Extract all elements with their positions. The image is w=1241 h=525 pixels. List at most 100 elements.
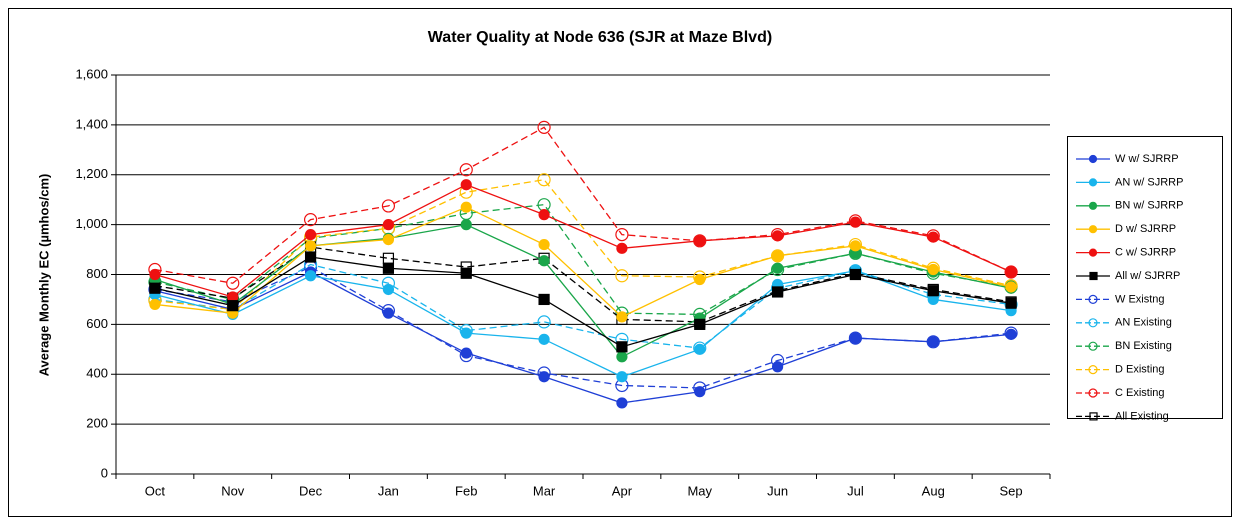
data-point <box>927 336 939 348</box>
legend-label: All w/ SJRRP <box>1115 270 1180 282</box>
data-point <box>304 270 317 282</box>
data-point <box>460 327 472 339</box>
data-point <box>927 231 939 243</box>
legend-label: All Existing <box>1115 410 1169 422</box>
legend-label: W w/ SJRRP <box>1115 153 1179 165</box>
data-point <box>1005 297 1017 309</box>
y-tick-label: 0 <box>101 465 108 480</box>
data-point <box>616 341 628 353</box>
legend-label: C w/ SJRRP <box>1115 247 1176 259</box>
data-point <box>304 251 317 263</box>
y-tick-label: 1,600 <box>75 66 108 81</box>
legend-marker <box>1088 341 1098 351</box>
x-tick-label: Mar <box>533 483 556 498</box>
data-point <box>382 283 395 296</box>
data-point <box>538 333 550 345</box>
x-tick-label: Aug <box>922 483 945 498</box>
data-point <box>694 273 706 286</box>
data-point <box>537 120 551 134</box>
chart-frame <box>8 8 1232 517</box>
data-point <box>460 201 472 213</box>
legend-marker <box>1089 271 1098 281</box>
x-tick-label: Oct <box>145 483 166 498</box>
series-line <box>154 256 1012 348</box>
x-tick-label: May <box>687 483 712 498</box>
chart-title: Water Quality at Node 636 (SJR at Maze B… <box>428 29 772 46</box>
data-point <box>538 293 550 306</box>
y-tick-label: 600 <box>86 316 108 331</box>
y-tick-label: 1,400 <box>75 116 108 131</box>
y-tick-label: 400 <box>86 366 108 381</box>
series-line <box>154 271 1012 404</box>
data-point <box>460 267 472 279</box>
y-tick-label: 1,200 <box>75 166 108 181</box>
y-axis-label: Average Monthly EC (µmhos/cm) <box>36 174 51 377</box>
x-tick-label: Jul <box>847 483 864 498</box>
data-point <box>694 386 706 398</box>
legend-label: BN Existing <box>1115 340 1172 352</box>
series-line <box>154 126 1012 284</box>
legend-marker <box>1088 388 1098 398</box>
data-point <box>616 311 628 323</box>
data-point <box>303 213 318 227</box>
data-point <box>538 371 550 383</box>
x-tick-label: Apr <box>612 483 633 498</box>
data-point <box>460 347 472 359</box>
data-point <box>382 233 395 246</box>
data-point <box>537 315 551 329</box>
legend-label: AN Existing <box>1115 317 1172 329</box>
data-point <box>304 229 317 241</box>
legend-marker <box>1088 318 1098 328</box>
data-point <box>849 216 862 228</box>
legend-label: BN w/ SJRRP <box>1115 200 1183 212</box>
y-tick-label: 200 <box>86 416 108 431</box>
data-point <box>1005 281 1017 293</box>
data-point <box>616 242 628 254</box>
data-point <box>537 173 551 187</box>
data-point <box>227 300 239 312</box>
data-point <box>1005 328 1017 340</box>
data-point <box>382 219 395 231</box>
data-point <box>460 179 472 191</box>
data-point <box>616 351 628 363</box>
x-tick-label: Jun <box>767 483 788 498</box>
data-point <box>382 262 395 274</box>
data-point <box>382 307 395 319</box>
data-point <box>770 249 785 263</box>
data-point <box>615 228 629 242</box>
x-tick-label: Jan <box>378 483 399 498</box>
legend-label: AN w/ SJRRP <box>1115 176 1183 188</box>
y-tick-label: 1,000 <box>75 216 108 231</box>
x-tick-label: Dec <box>299 483 323 498</box>
legend-marker <box>1089 412 1098 421</box>
data-point <box>694 343 706 355</box>
data-point <box>849 332 862 344</box>
legend-label: D Existing <box>1115 364 1165 376</box>
data-point <box>694 318 706 330</box>
data-point <box>771 361 784 373</box>
data-point <box>149 268 161 281</box>
data-point <box>771 262 784 274</box>
x-tick-label: Sep <box>1000 483 1023 498</box>
data-point <box>849 268 862 281</box>
legend-marker <box>1088 294 1098 304</box>
legend-marker <box>1088 225 1098 234</box>
series-line <box>154 270 1012 378</box>
legend-marker <box>1088 248 1098 257</box>
y-tick-label: 800 <box>86 266 108 281</box>
data-point <box>694 235 706 247</box>
data-point <box>538 209 550 221</box>
series-line <box>154 179 1012 311</box>
data-point <box>460 219 472 231</box>
legend-marker <box>1088 365 1098 375</box>
series-line <box>154 184 1012 298</box>
legend-label: W Existng <box>1115 293 1165 305</box>
legend-label: C Existing <box>1115 387 1165 399</box>
data-point <box>616 371 628 383</box>
data-point <box>381 199 396 213</box>
series-line <box>154 263 1012 349</box>
data-point <box>771 286 784 298</box>
x-tick-label: Nov <box>221 483 245 498</box>
data-point <box>538 255 550 267</box>
